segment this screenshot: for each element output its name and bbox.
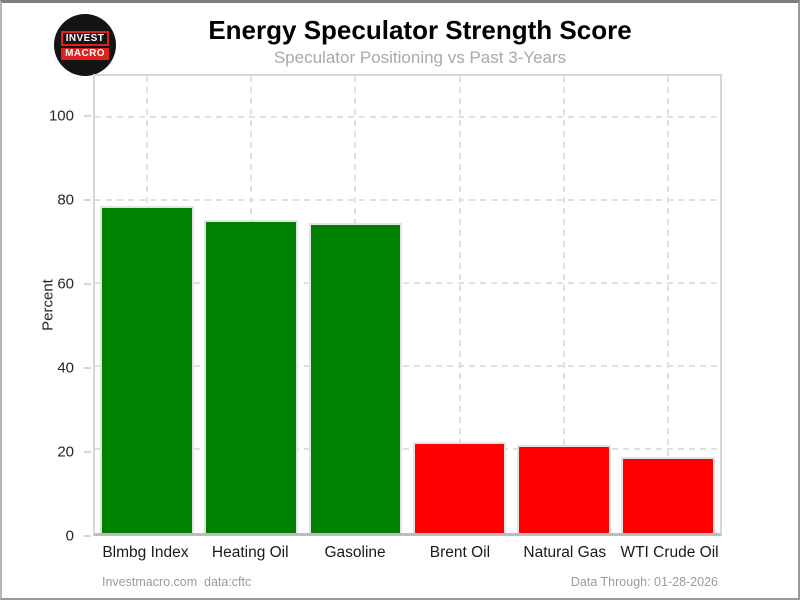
h-gridline-20 [95,447,720,450]
y-tick-mark-20 [84,451,91,453]
y-tick-label-80: 80 [57,191,74,209]
h-gridline-60 [95,281,720,284]
logo-macro-text: MACRO [61,47,109,60]
bar-brent-oil [412,441,507,533]
y-tick-mark-60 [84,283,91,285]
h-gridline-100 [95,115,720,118]
footer-source-text: data:cftc [204,575,252,589]
x-label-gasoline: Gasoline [324,544,386,561]
bar-blmbg-index [100,206,194,533]
y-tick-label-0: 0 [65,527,74,545]
y-tick-mark-100 [84,115,91,117]
bar-slot-heating-oil [199,76,303,533]
v-gridline-natural-gas [562,76,565,533]
y-tick-label-40: 40 [57,359,74,377]
x-axis-labels: Blmbg Index Heating Oil Gasoline Brent Oil N… [93,544,722,562]
x-label-natural-gas: Natural Gas [523,544,607,561]
y-tick-label-60: 60 [57,275,74,293]
y-axis-ticks: 0 20 40 60 80 100 [2,74,91,545]
y-tick-mark-0 [84,535,91,537]
bar-heating-oil [204,220,299,533]
v-gridline-brent-oil [458,76,461,533]
investmacro-logo: INVEST MACRO [54,14,116,76]
x-label-wti-crude-oil: WTI Crude Oil [620,544,719,561]
bar-slot-brent-oil [408,76,512,533]
bar-slot-blmbg-index [95,76,199,533]
x-label-heating-oil: Heating Oil [211,544,289,561]
bar-slot-wti-crude-oil [616,76,720,533]
bars [95,76,720,533]
footer-site-text: Investmacro.com [102,575,198,589]
v-gridline-wti-crude-oil [666,76,669,533]
bar-wti-crude-oil [621,456,715,533]
x-label-brent-oil: Brent Oil [429,544,491,561]
plot-area [93,74,722,536]
footer-data-through-text: Data Through: 01-28-2026 [570,575,718,589]
chart-subtitle: Speculator Positioning vs Past 3-Years [273,48,567,67]
x-label-blmbg-index: Blmbg Index [102,544,189,561]
bar-natural-gas [516,444,611,533]
bar-gasoline [308,222,403,533]
y-tick-mark-80 [84,199,91,201]
chart-title: Energy Speculator Strength Score [208,15,632,45]
y-tick-mark-40 [84,367,91,369]
h-gridline-80 [95,198,720,201]
bar-slot-gasoline [303,76,407,533]
chart-header: Energy Speculator Strength Score Specula… [62,15,778,68]
y-tick-label-100: 100 [48,107,74,125]
logo-invest-text: INVEST [60,30,110,46]
h-gridline-40 [95,364,720,367]
bar-slot-natural-gas [512,76,616,533]
y-tick-label-20: 20 [57,443,74,461]
chart-footer: Investmacro.com data:cftc Data Through: … [2,574,798,598]
